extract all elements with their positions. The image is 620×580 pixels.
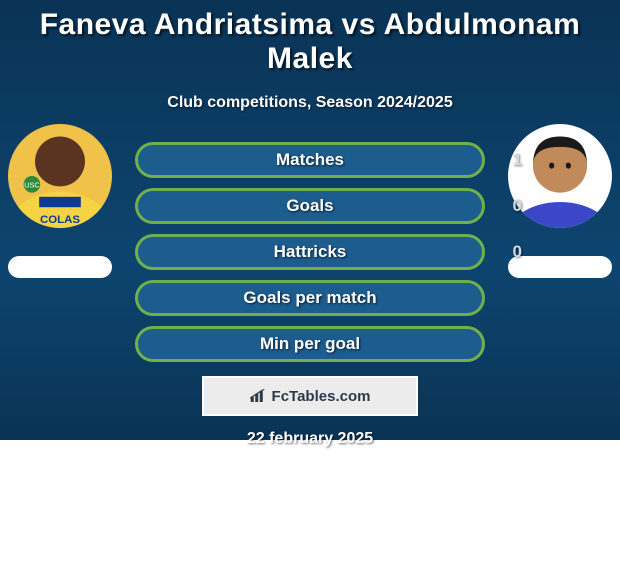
stat-row: Goals0 [135, 188, 485, 224]
bars-icon [250, 389, 268, 403]
stat-value-right: 1 [513, 150, 522, 170]
stat-row: Matches1 [135, 142, 485, 178]
stat-label: Goals [286, 196, 333, 216]
stat-label: Goals per match [243, 288, 376, 308]
stat-label: Hattricks [274, 242, 347, 262]
stat-value-right: 0 [513, 196, 522, 216]
page-title: Faneva Andriatsima vs Abdulmonam Malek [0, 8, 620, 76]
stat-label: Min per goal [260, 334, 360, 354]
stat-row: Min per goal [135, 326, 485, 362]
stat-row: Hattricks0 [135, 234, 485, 270]
comparison-card: Faneva Andriatsima vs Abdulmonam Malek C… [0, 0, 620, 440]
stat-row: Goals per match [135, 280, 485, 316]
stat-label: Matches [276, 150, 344, 170]
brand-text: FcTables.com [272, 388, 371, 405]
stat-value-right: 0 [513, 242, 522, 262]
subtitle: Club competitions, Season 2024/2025 [0, 94, 620, 112]
brand-badge: FcTables.com [202, 376, 418, 416]
date-text: 22 february 2025 [0, 430, 620, 448]
stats-list: Matches1Goals0Hattricks0Goals per matchM… [0, 142, 620, 362]
